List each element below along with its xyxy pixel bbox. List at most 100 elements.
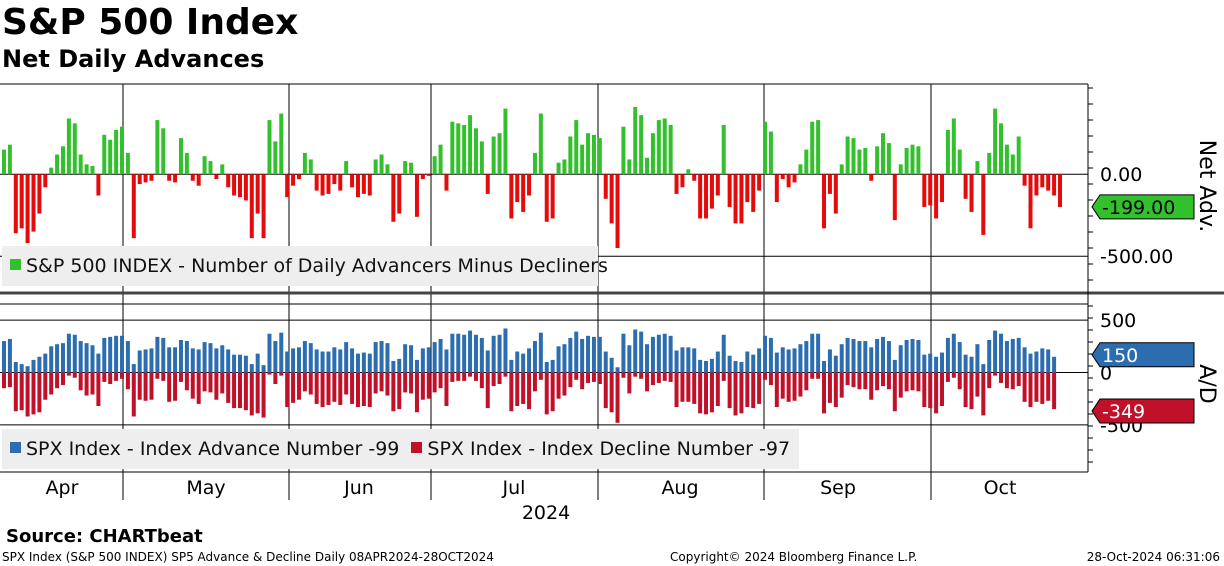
decline-bar [137,372,142,400]
footer-copyright: Copyright© 2024 Bloomberg Finance L.P. [670,550,918,564]
net-adv-bar [155,120,160,175]
decline-bar [420,372,425,400]
net-adv-bar [786,174,791,188]
net-adv-bar [249,174,254,239]
net-adv-bar [273,141,278,175]
advance-bar [13,362,18,373]
decline-bar [13,372,18,412]
chart-subtitle: Net Daily Advances [2,45,265,73]
net-adv-bar [916,146,921,175]
net-adv-bar [397,174,402,214]
decline-bar [833,372,838,408]
decline-bar [928,372,933,409]
decline-bar [379,372,384,392]
advance-bar [875,338,880,373]
advance-bar [1028,353,1033,373]
decline-bar [308,372,313,395]
net-advances-bars [2,106,1062,248]
advance-bar [975,344,980,373]
x-tick-label: Jul [502,477,526,499]
net-adv-bar [125,152,130,175]
decline-bar [296,372,301,400]
y-tick-label-top: -500.00 [1100,246,1173,268]
last-value-badge-advance: 150 [1091,342,1195,368]
legend-swatch-red [411,442,423,453]
net-adv-bar [627,159,632,175]
decline-bar [237,372,242,409]
advance-bar [326,351,331,373]
net-adv-bar [90,166,95,175]
net-adv-bar [497,133,502,175]
advance-bar [314,349,319,373]
advance-bar [397,358,402,373]
advance-bar [1046,349,1051,373]
net-adv-bar [633,106,638,175]
net-adv-bar [255,174,260,214]
decline-bar [367,372,372,408]
net-adv-bar [55,154,60,175]
net-adv-bar [432,156,437,175]
net-adv-bar [161,128,166,175]
advance-bar [72,334,77,373]
legend-swatch-green [10,259,21,270]
advance-bar [261,365,266,373]
advance-bar [2,341,6,373]
advance-bar [190,348,195,373]
net-adv-bar [863,147,868,175]
decline-bar [733,372,738,416]
net-adv-bar [220,164,225,175]
net-adv-bar [1046,174,1051,191]
net-adv-bar [745,174,750,203]
decline-bar [804,372,809,391]
net-adv-bar [373,159,378,175]
decline-bar [19,372,24,411]
decline-bar [615,372,620,423]
net-adv-bar [562,159,567,175]
decline-bar [727,372,732,409]
net-adv-bar [414,174,419,217]
advance-bar [845,337,850,373]
net-adv-bar [975,161,980,175]
advance-bar [851,338,856,373]
net-adv-bar [597,138,602,175]
net-adv-bar [385,164,390,175]
advance-bar [255,353,260,373]
net-adv-bar [409,162,414,175]
advance-bar [757,348,762,373]
net-adv-bar [367,174,372,196]
net-adv-bar [521,174,526,212]
advance-bar [385,343,390,373]
advance-bar [149,348,154,373]
decline-bar [279,372,284,376]
advance-bar [550,359,555,373]
net-adv-bar [810,121,815,175]
decline-bar [574,372,579,380]
decline-bar [2,372,6,389]
last-value-badge-advance-shape [1091,342,1195,368]
decline-bar [509,372,514,412]
decline-bar [119,372,124,379]
decline-bar [1040,372,1045,404]
legend-advance-decline: SPX Index - Index Advance Number -99 SPX … [2,429,799,469]
net-adv-bar [37,174,42,214]
advance-bar [745,351,750,373]
net-adv-bar [963,174,968,199]
net-adv-bar [403,161,408,175]
net-adv-bar [1022,174,1027,186]
decline-bar [792,372,797,401]
net-adv-bar [444,174,449,191]
net-adv-bar [296,174,301,180]
advance-bar [527,348,532,373]
net-adv-bar [621,126,626,175]
decline-bar [414,372,419,413]
last-value-badge-net-shape [1091,194,1195,220]
net-adv-bar [137,174,142,185]
net-adv-bar [704,174,709,219]
net-adv-bar [491,136,496,175]
decline-bar [993,372,998,376]
decline-bar [845,372,850,386]
net-adv-bar [43,174,48,188]
decline-bar [1028,372,1033,408]
net-adv-bar [574,120,579,175]
advance-bar [538,332,543,373]
